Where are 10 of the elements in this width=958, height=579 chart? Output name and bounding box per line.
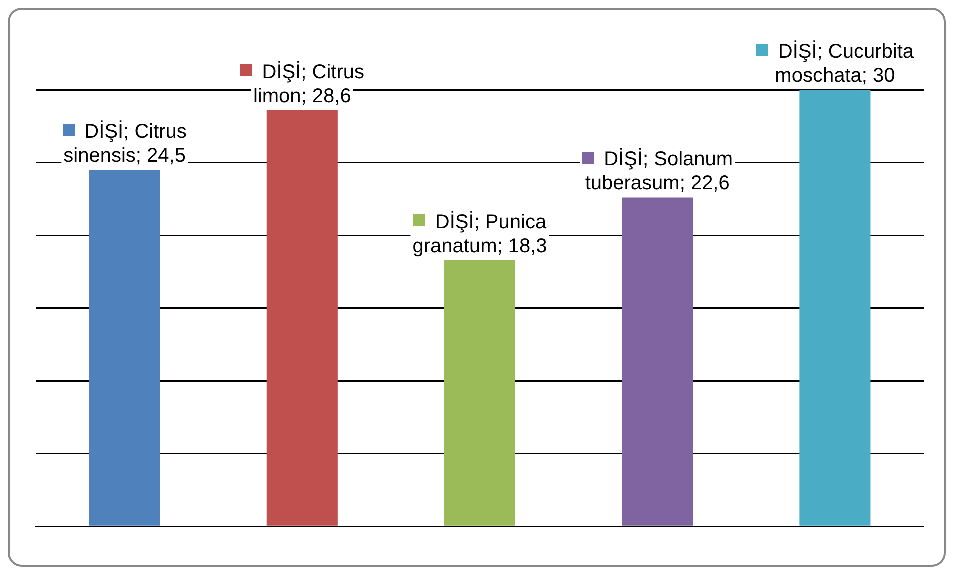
data-label: DİŞİ; Cucurbita moschata; 30: [775, 40, 915, 87]
bar: [89, 170, 160, 526]
data-label: DİŞİ; Solanum tuberasum; 22,6: [585, 148, 734, 195]
bar: [444, 260, 516, 526]
bar: [622, 198, 694, 526]
bar: [800, 90, 871, 526]
data-label: DİŞİ; Citrus limon; 28,6: [253, 60, 365, 108]
data-label: DİŞİ; Citrus sinensis; 24,5: [64, 120, 187, 168]
bar: [266, 110, 338, 526]
data-label: DİŞİ; Punica granatum; 18,3: [412, 210, 548, 258]
